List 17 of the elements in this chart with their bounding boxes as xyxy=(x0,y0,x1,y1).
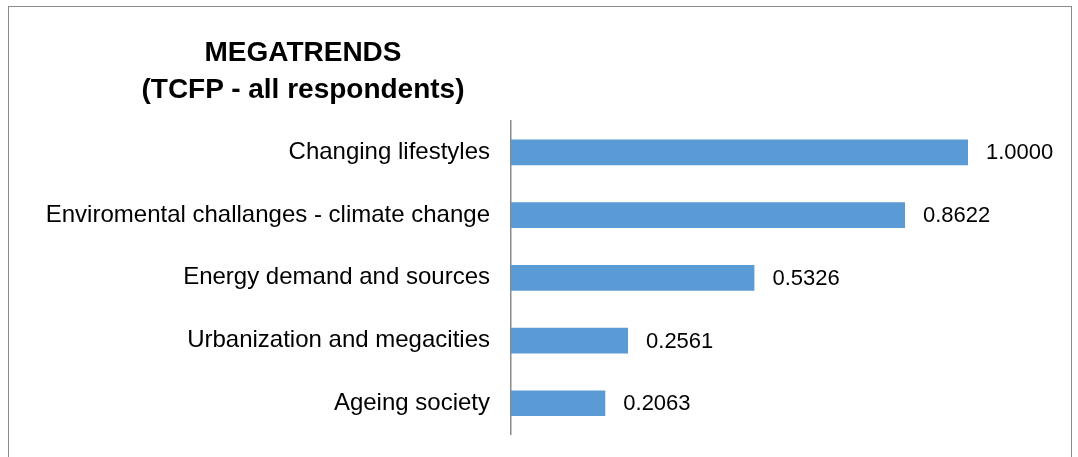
y-tick-label: Urbanization and megacities xyxy=(187,325,490,353)
y-tick-label: Changing lifestyles xyxy=(288,136,490,164)
data-label: 0.5326 xyxy=(772,264,840,290)
data-label: 0.2561 xyxy=(646,327,714,353)
bar xyxy=(511,390,606,417)
data-label: 0.2063 xyxy=(623,390,691,416)
bar xyxy=(511,264,755,291)
y-tick-label: Ageing society xyxy=(333,387,490,415)
data-label: 0.8622 xyxy=(923,202,991,228)
chart-subtitle: (TCFP - all respondents) xyxy=(140,72,466,106)
bar xyxy=(511,327,629,354)
bar xyxy=(511,139,968,166)
y-tick-label: Energy demand and sources xyxy=(183,262,490,290)
chart-title: MEGATRENDS xyxy=(203,35,403,69)
data-label: 1.0000 xyxy=(986,139,1054,165)
y-tick-label: Enviromental challanges - climate change xyxy=(45,199,490,227)
bar xyxy=(511,202,906,228)
